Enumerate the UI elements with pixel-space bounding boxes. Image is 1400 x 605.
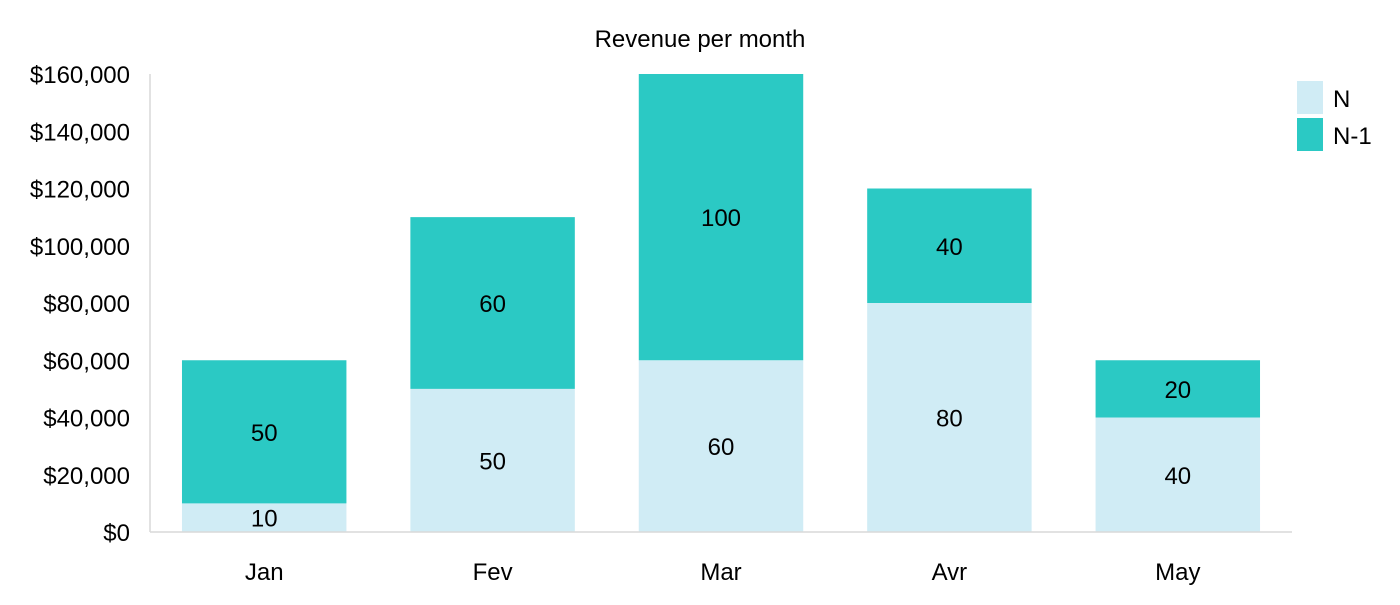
data-label: 40: [1164, 463, 1191, 490]
x-tick-label: Avr: [932, 559, 968, 586]
data-label: 60: [479, 291, 506, 318]
data-label: 40: [936, 234, 963, 261]
bar-avr-n: [867, 303, 1032, 532]
y-tick-label: $140,000: [30, 119, 130, 146]
y-axis: $0 $20,000 $40,000 $60,000 $80,000 $100,000 $1…: [30, 62, 151, 547]
y-tick-label: $0: [103, 520, 130, 547]
y-tick-label: $40,000: [43, 406, 130, 433]
bar-may-n-1: [1095, 360, 1261, 418]
y-tick-label: $100,000: [30, 234, 130, 261]
x-tick-label: Mar: [700, 559, 741, 586]
y-tick-label: $120,000: [30, 177, 130, 204]
bar-mar-n-1: [638, 74, 804, 361]
x-tick-label: Jan: [245, 559, 284, 586]
bar-avr-n-1: [867, 188, 1032, 303]
data-label: 100: [701, 205, 741, 232]
bar-may-n: [1095, 417, 1261, 532]
legend-swatch-n: [1297, 81, 1323, 114]
bars-group: 10 50 50 60 60 100 80 40 40 20: [181, 74, 1261, 533]
y-tick-label: $20,000: [43, 463, 130, 490]
data-label: 10: [251, 506, 278, 533]
legend-label: N-1: [1333, 123, 1372, 150]
data-label: 20: [1164, 377, 1191, 404]
x-axis: Jan Fev Mar Avr May: [150, 531, 1292, 586]
bar-mar-n: [638, 360, 804, 532]
legend-swatch-n-1: [1297, 118, 1323, 151]
bar-jan-n-1: [181, 360, 347, 504]
data-label: 50: [251, 420, 278, 447]
data-label: 80: [936, 406, 963, 433]
data-label: 50: [479, 448, 506, 475]
bar-fev-n: [410, 388, 575, 532]
x-tick-label: Fev: [473, 559, 513, 586]
y-tick-label: $160,000: [30, 62, 130, 89]
legend: N N-1: [1297, 81, 1372, 151]
legend-label: N: [1333, 86, 1350, 113]
y-tick-label: $60,000: [43, 348, 130, 375]
bar-jan-n: [181, 503, 347, 532]
data-label: 60: [708, 434, 735, 461]
chart-title: Revenue per month: [595, 26, 806, 53]
bar-fev-n-1: [410, 217, 575, 389]
y-tick-label: $80,000: [43, 291, 130, 318]
x-tick-label: May: [1155, 559, 1200, 586]
